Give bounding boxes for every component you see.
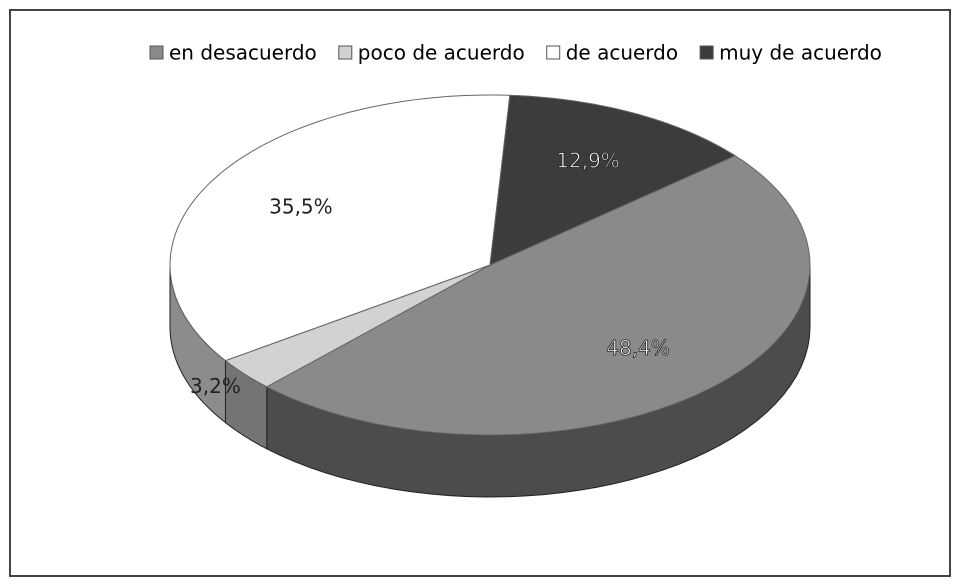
legend: en desacuerdo poco de acuerdo de acuerdo mu… xyxy=(149,41,882,65)
pie-slice xyxy=(489,94,737,266)
legend-swatch xyxy=(338,45,353,60)
data-label: 48,4% xyxy=(606,336,670,360)
legend-swatch xyxy=(546,45,561,60)
legend-label: poco de acuerdo xyxy=(358,41,525,65)
data-label: 3,2% xyxy=(190,374,241,398)
data-label: 12,9% xyxy=(556,148,620,172)
pie-slice xyxy=(224,264,491,388)
pie-slice xyxy=(169,94,511,362)
legend-label: muy de acuerdo xyxy=(719,41,882,65)
pie: 48,4% 3,2% 35,5% 12,9% xyxy=(169,94,811,498)
legend-swatch xyxy=(699,45,714,60)
legend-swatch xyxy=(149,45,164,60)
legend-label: en desacuerdo xyxy=(169,41,317,65)
data-label: 35,5% xyxy=(269,194,333,218)
legend-label: de acuerdo xyxy=(566,41,678,65)
pie-slice xyxy=(265,155,811,436)
